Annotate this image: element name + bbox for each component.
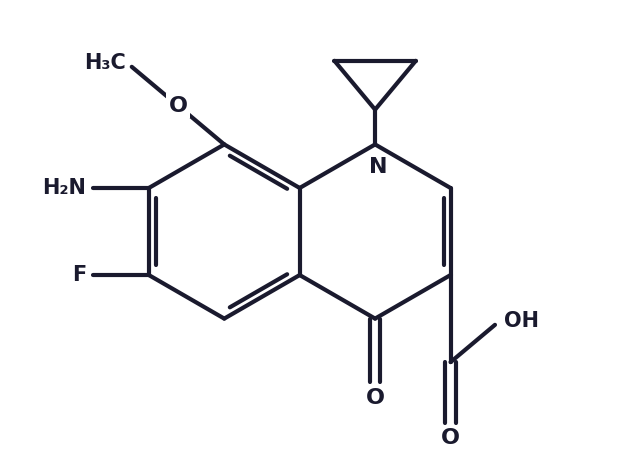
Text: H₃C: H₃C [84,53,126,73]
Text: OH: OH [504,311,540,331]
Text: F: F [72,265,86,285]
Text: O: O [168,95,188,116]
Text: O: O [441,428,460,447]
Text: O: O [365,388,385,407]
Text: H₂N: H₂N [42,178,86,198]
Text: N: N [369,157,388,177]
